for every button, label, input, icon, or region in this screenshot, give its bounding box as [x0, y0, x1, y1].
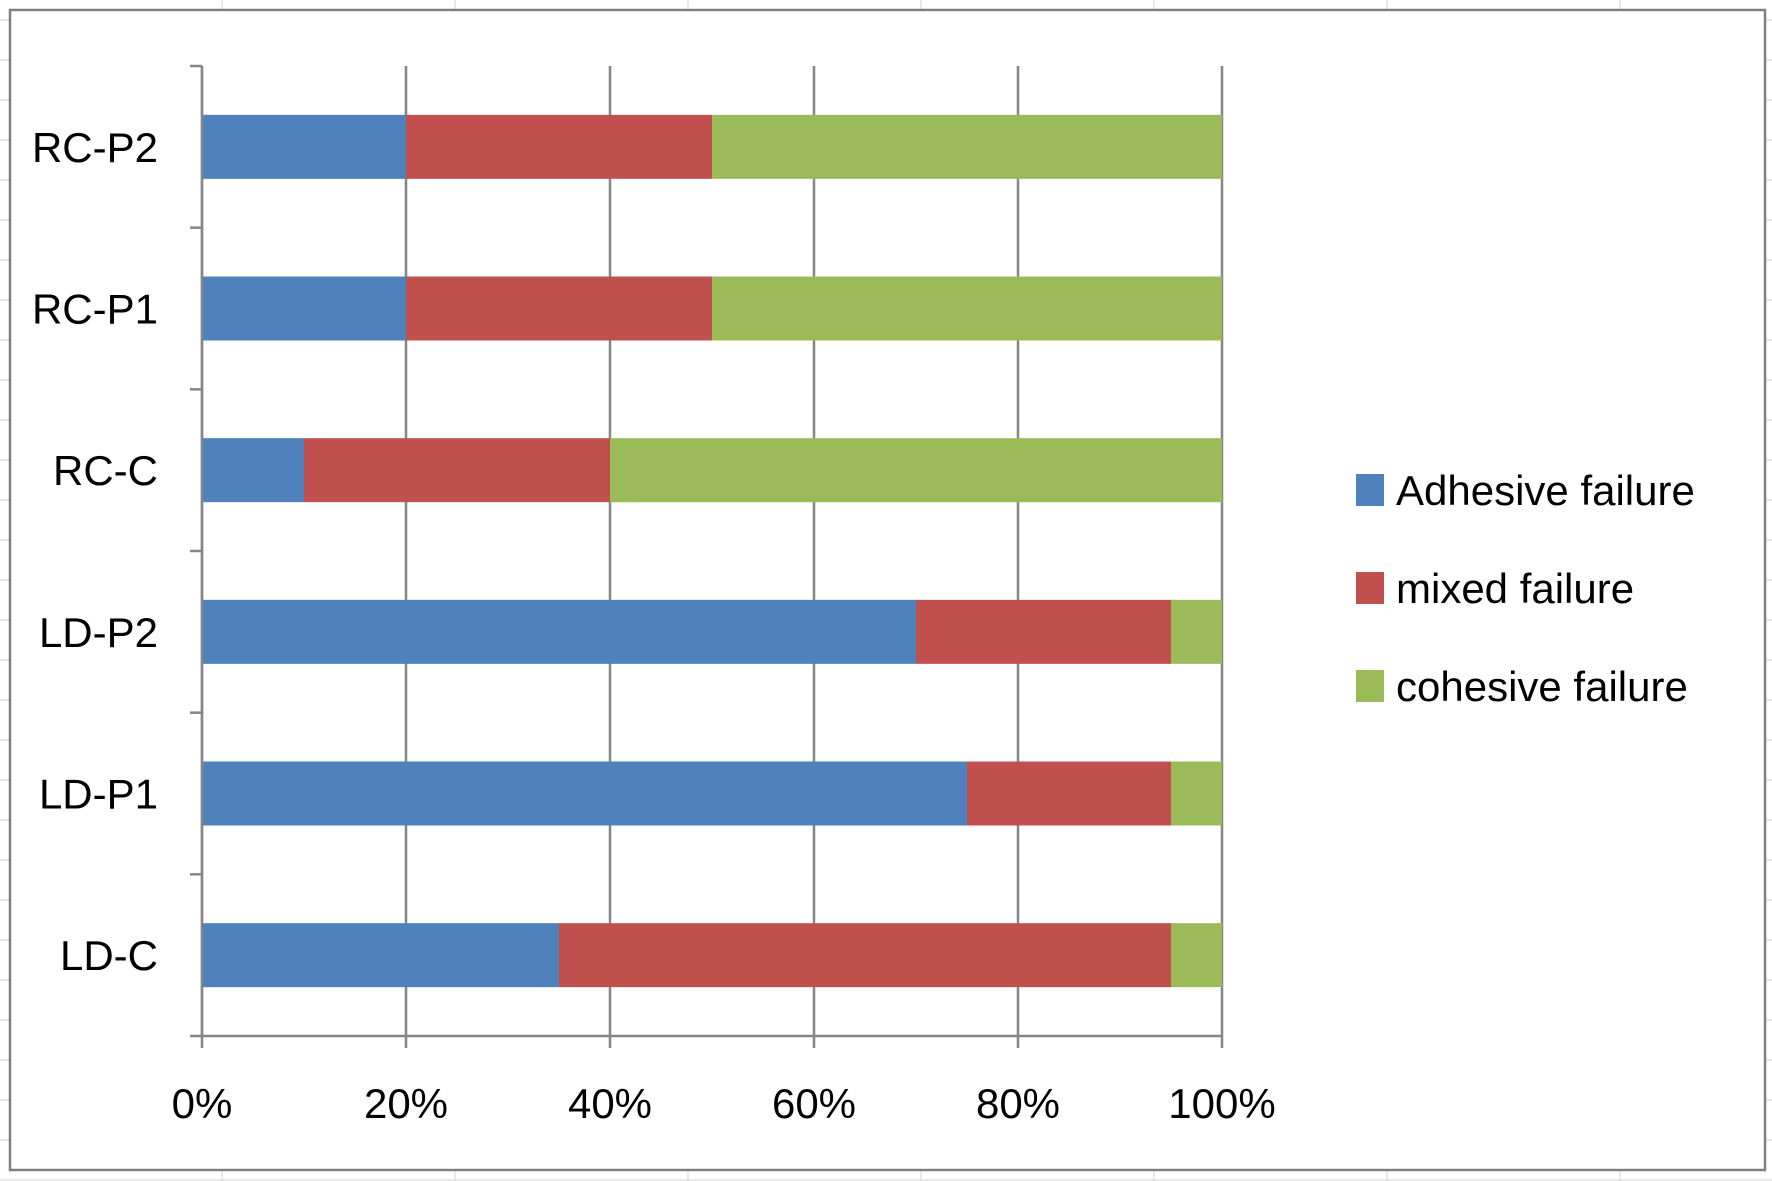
bar-segment-adhesive-failure — [202, 599, 916, 664]
bar-segment-adhesive-failure — [202, 761, 967, 826]
bar-segment-cohesive-failure — [1171, 761, 1222, 826]
bar-segment-mixed-failure — [559, 923, 1171, 988]
bar-segment-mixed-failure — [304, 438, 610, 503]
bar-segment-adhesive-failure — [202, 438, 304, 503]
bar-segment-cohesive-failure — [1171, 599, 1222, 664]
x-tick-label: 60% — [772, 1080, 856, 1127]
category-label: LD-P2 — [39, 609, 158, 656]
bar-segment-mixed-failure — [406, 276, 712, 341]
category-labels: LD-C LD-P1 LD-P2 RC-C RC-P1 RC-P2 — [32, 124, 158, 979]
bar-segment-mixed-failure — [406, 114, 712, 179]
category-label: RC-C — [53, 447, 158, 494]
bar-segment-mixed-failure — [916, 599, 1171, 664]
x-tick-label: 20% — [364, 1080, 448, 1127]
legend-label: Adhesive failure — [1396, 467, 1695, 514]
legend-label: mixed failure — [1396, 565, 1634, 612]
bar-segment-adhesive-failure — [202, 114, 406, 179]
category-label: RC-P1 — [32, 286, 158, 333]
bar-segment-cohesive-failure — [712, 276, 1222, 341]
x-tick-labels: 0% 20% 40% 60% 80% 100% — [172, 1080, 1276, 1127]
legend-label: cohesive failure — [1396, 663, 1688, 710]
x-tick-label: 0% — [172, 1080, 233, 1127]
bars — [202, 114, 1222, 988]
category-label: LD-P1 — [39, 771, 158, 818]
legend-swatch — [1356, 572, 1384, 604]
legend: Adhesive failure mixed failure cohesive fa… — [1356, 467, 1695, 710]
category-label: LD-C — [60, 932, 158, 979]
bar-segment-adhesive-failure — [202, 923, 559, 988]
bar-segment-cohesive-failure — [712, 114, 1222, 179]
x-tick-label: 80% — [976, 1080, 1060, 1127]
x-tick-label: 100% — [1168, 1080, 1275, 1127]
bar-segment-mixed-failure — [967, 761, 1171, 826]
bar-segment-cohesive-failure — [1171, 923, 1222, 988]
category-label: RC-P2 — [32, 124, 158, 171]
legend-swatch — [1356, 670, 1384, 702]
axes — [190, 64, 1224, 1048]
bar-segment-adhesive-failure — [202, 276, 406, 341]
x-tick-label: 40% — [568, 1080, 652, 1127]
legend-swatch — [1356, 474, 1384, 506]
bar-segment-cohesive-failure — [610, 438, 1222, 503]
